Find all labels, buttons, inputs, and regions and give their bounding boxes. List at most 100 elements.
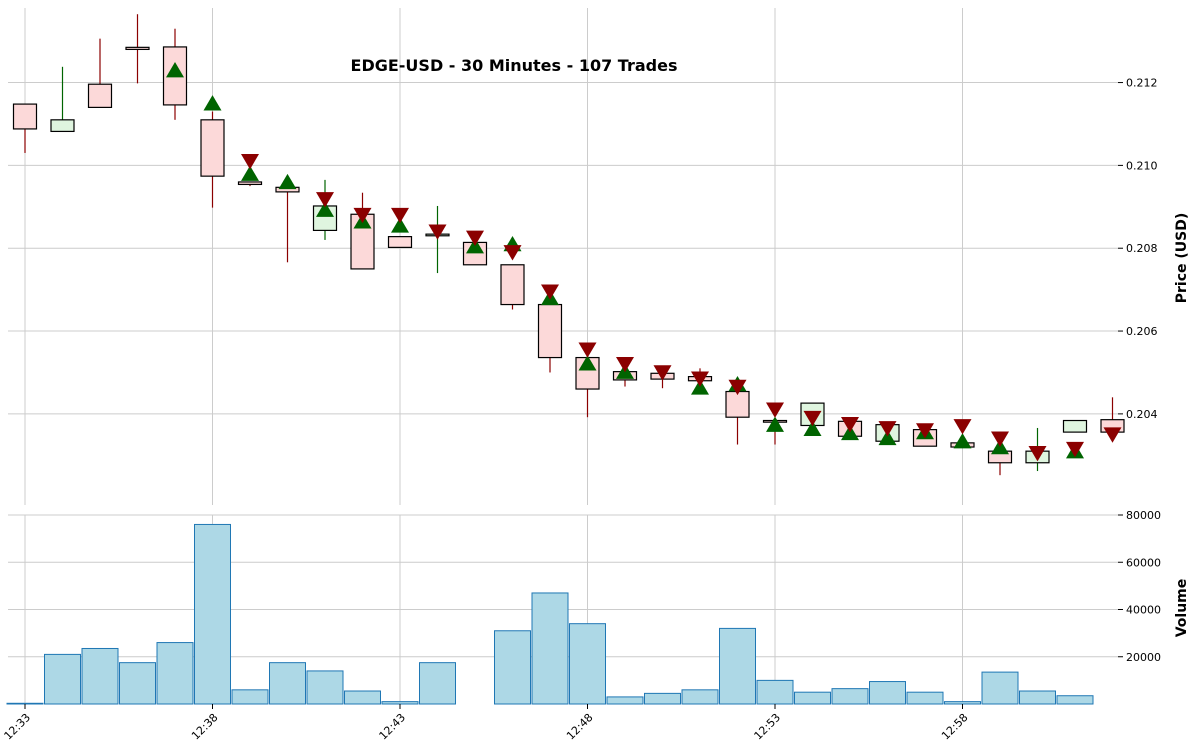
volume-bar	[44, 653, 81, 705]
trade-markers	[166, 62, 1122, 462]
volume-bar	[1019, 690, 1056, 705]
sell-marker-icon	[803, 410, 822, 427]
time-tick-label: 12:53	[752, 711, 784, 743]
price-tick-label: 0.212	[1126, 77, 1158, 90]
volume-bar	[644, 692, 681, 705]
sell-marker-icon	[541, 284, 559, 300]
time-axis-ticks: 12:33 12:38 12:43 12:48 12:53 12:58	[2, 704, 971, 743]
sell-marker-icon	[1066, 441, 1084, 458]
chart-title: EDGE-USD - 30 Minutes - 107 Trades	[351, 56, 678, 75]
buy-marker-icon	[203, 95, 222, 111]
volume-bar	[119, 662, 156, 705]
buy-marker-icon	[953, 433, 972, 449]
volume-bar	[794, 691, 831, 705]
volume-bar	[81, 647, 119, 705]
sell-marker-icon	[466, 230, 484, 246]
sell-marker-icon	[841, 417, 859, 433]
sell-marker-icon	[991, 431, 1009, 447]
candle-body	[50, 119, 75, 133]
buy-marker-icon	[391, 217, 409, 233]
volume-bar	[6, 702, 44, 705]
volume-tick-label: 20000	[1126, 651, 1161, 664]
volume-bar	[494, 630, 531, 705]
volume-tick-label: 60000	[1126, 556, 1161, 569]
buy-marker-icon	[766, 416, 784, 432]
candle-body	[500, 264, 525, 306]
time-tick-label: 12:58	[939, 711, 971, 743]
candle-body	[237, 181, 263, 186]
volume-bar	[306, 670, 344, 705]
sell-marker-icon	[1028, 446, 1047, 462]
buy-marker-icon	[578, 355, 597, 371]
volume-bar	[344, 690, 381, 705]
candles	[12, 14, 1125, 476]
volume-tick-label: 80000	[1126, 509, 1161, 522]
sell-marker-icon	[428, 224, 447, 240]
buy-marker-icon	[691, 379, 709, 395]
candle-body	[725, 390, 750, 418]
volume-tick-label: 40000	[1126, 604, 1161, 617]
sell-marker-icon	[616, 356, 634, 373]
buy-marker-icon	[316, 201, 334, 217]
buy-marker-icon	[166, 62, 184, 78]
price-tick-label: 0.206	[1126, 325, 1158, 338]
volume-axis-ticks: 20000 40000 60000 80000	[1118, 509, 1161, 664]
sell-marker-icon	[878, 421, 897, 437]
volume-bar	[606, 696, 644, 705]
sell-marker-icon	[691, 371, 709, 387]
sell-marker-icon	[766, 402, 784, 418]
time-tick-label: 12:33	[2, 711, 34, 743]
sell-marker-icon	[653, 365, 672, 381]
volume-axis-label: Volume	[1174, 579, 1190, 638]
price-grid	[8, 8, 1118, 505]
volume-bar	[831, 688, 869, 705]
candle-body	[387, 236, 413, 248]
candle-body	[537, 303, 563, 359]
candle-body	[125, 46, 150, 51]
sell-marker-icon	[241, 154, 259, 170]
sell-marker-icon	[728, 379, 747, 396]
price-axis-ticks: 0.204 0.206 0.208 0.210 0.212	[1118, 77, 1158, 421]
buy-marker-icon	[803, 420, 822, 436]
volume-bar	[156, 642, 194, 705]
candle-body	[200, 119, 225, 177]
time-tick-label: 12:48	[564, 711, 596, 743]
volume-bar	[906, 691, 944, 705]
sell-marker-icon	[916, 423, 934, 439]
volume-bar	[944, 701, 981, 705]
volume-bar	[1056, 695, 1094, 705]
time-tick-label: 12:43	[377, 711, 409, 743]
sell-marker-icon	[316, 192, 334, 208]
price-tick-label: 0.204	[1126, 408, 1158, 421]
buy-marker-icon	[241, 165, 259, 181]
price-axis-label: Price (USD)	[1174, 213, 1190, 304]
candle-body	[12, 103, 38, 130]
volume-bar	[719, 627, 756, 705]
price-tick-label: 0.208	[1126, 242, 1158, 255]
time-tick-label: 12:38	[189, 711, 221, 743]
volume-bar	[381, 701, 419, 705]
candle-body	[1062, 419, 1088, 433]
buy-marker-icon	[841, 424, 859, 441]
volume-bar	[681, 689, 719, 705]
sell-marker-icon	[353, 207, 372, 224]
buy-marker-icon	[878, 429, 897, 446]
sell-marker-icon	[503, 245, 522, 261]
volume-bar	[756, 679, 794, 705]
volume-bar	[231, 689, 269, 705]
volume-bar	[531, 592, 569, 705]
volume-bar	[269, 662, 306, 705]
volume-bars	[6, 523, 1094, 705]
volume-bar	[419, 662, 456, 705]
buy-marker-icon	[278, 173, 297, 190]
sell-marker-icon	[953, 419, 972, 435]
volume-bar	[569, 623, 606, 705]
volume-bar	[981, 671, 1019, 705]
price-tick-label: 0.210	[1126, 159, 1158, 172]
sell-marker-icon	[578, 342, 597, 358]
sell-marker-icon	[1103, 427, 1122, 443]
volume-bar	[869, 681, 906, 705]
sell-marker-icon	[391, 207, 409, 224]
candle-body	[87, 83, 113, 108]
